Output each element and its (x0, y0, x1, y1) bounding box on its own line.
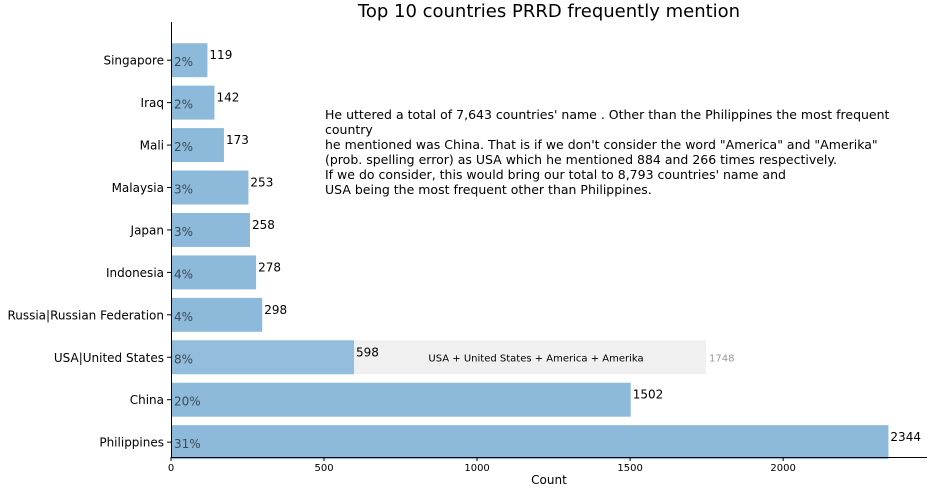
x-tick-label: 1000 (464, 463, 489, 474)
bar-percent-label: 3% (174, 225, 193, 239)
bar-value-label: 253 (250, 176, 273, 190)
bar-value-label: 258 (252, 218, 275, 232)
y-tick-label: Singapore (103, 54, 164, 68)
bar (171, 383, 631, 417)
bar-value-label: 278 (258, 260, 281, 274)
y-tick-label: China (130, 393, 164, 407)
bar (171, 340, 354, 374)
bar-percent-label: 4% (174, 267, 193, 281)
bar-value-label: 298 (264, 303, 287, 317)
bar-percent-label: 20% (174, 395, 201, 409)
y-tick-label: Iraq (141, 96, 164, 110)
x-tick-label: 500 (314, 463, 333, 474)
y-tick-label: Malaysia (112, 181, 164, 195)
bar-percent-label: 2% (174, 98, 193, 112)
bar-value-label: 173 (226, 133, 249, 147)
background-bar-label: USA + United States + America + Amerika (428, 353, 643, 364)
bar-percent-label: 4% (174, 310, 193, 324)
y-tick-label: USA|United States (54, 351, 164, 365)
y-tick-label: Mali (140, 139, 164, 153)
bar-percent-label: 2% (174, 55, 193, 69)
y-tick-label: Indonesia (106, 266, 164, 280)
y-tick-label: Japan (130, 223, 164, 237)
x-tick-label: 0 (168, 463, 174, 474)
background-bar-value-label: 1748 (709, 353, 734, 364)
bar-value-label: 142 (216, 91, 239, 105)
x-tick-label: 1500 (617, 463, 642, 474)
chart-title: Top 10 countries PRRD frequently mention (357, 1, 740, 22)
bar-percent-label: 3% (174, 183, 193, 197)
bar-percent-label: 2% (174, 140, 193, 154)
y-tick-label: Philippines (99, 436, 164, 450)
bar-value-label: 598 (356, 345, 379, 359)
chart-annotation: He uttered a total of 7,643 countries' n… (325, 107, 925, 197)
x-ticks: 0 500 1000 1500 2000 (168, 457, 796, 474)
y-ticks: Singapore Iraq Mali Malaysia Japan Indonesia R… (7, 54, 171, 450)
bar-percent-label: 31% (174, 437, 201, 451)
x-tick-label: 2000 (770, 463, 795, 474)
bar-value-label: 119 (209, 48, 232, 62)
bar-value-label: 2344 (890, 430, 921, 444)
x-axis-label: Count (531, 473, 567, 487)
bar-percent-label: 8% (174, 352, 193, 366)
bar-value-label: 1502 (633, 388, 664, 402)
bar (171, 425, 888, 459)
bars-layer (171, 43, 888, 459)
y-tick-label: Russia|Russian Federation (7, 308, 164, 322)
